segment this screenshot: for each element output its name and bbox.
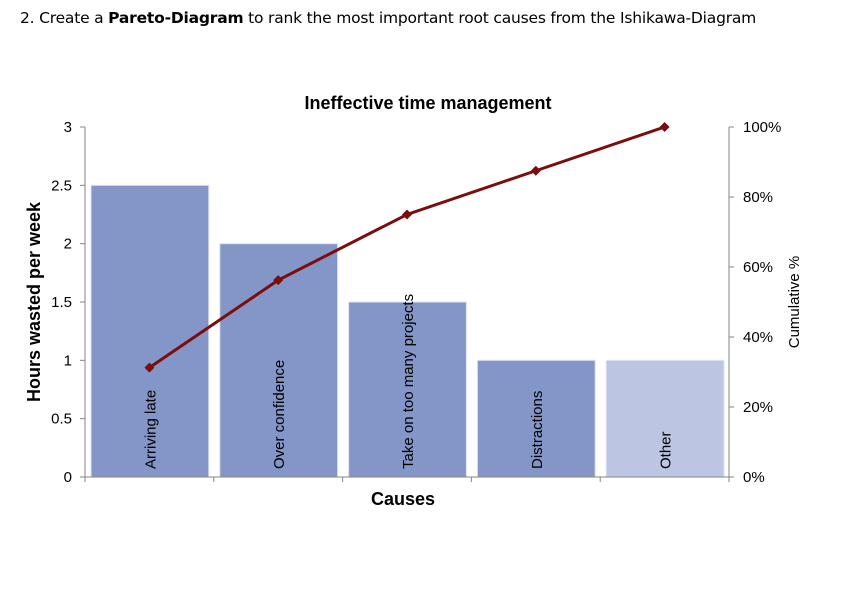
y-tick-label: 2.5 [51,177,72,194]
bar-3 [476,359,596,478]
diamond-marker [144,362,155,373]
heading-bold: Pareto-Diagram [108,9,244,27]
y-tick-label: 1 [64,352,72,369]
y-axis-title: Hours wasted per week [24,201,44,402]
y2-tick-label: 40% [743,329,773,346]
y2-tick-label: 100% [743,119,781,136]
category-label: Take on too many projects [400,294,417,469]
diamond-marker [273,275,284,286]
category-label: Over confidence [271,360,288,469]
diamond-marker [659,122,670,132]
diamond-marker [530,165,541,176]
category-label: Distractions [529,391,546,469]
cumulative-line-series [144,122,670,373]
y2-tick-label: 80% [743,189,773,206]
y2-tick-label: 60% [743,259,773,276]
y-tick-label: 0 [64,469,72,486]
heading-prefix: 2. Create a [20,9,109,27]
bar-1 [219,243,339,478]
axes: 0 0.5 1 1.5 2 2.5 3 0% 20% 40% 60% 80% 100% [51,119,781,486]
bar-2 [348,301,467,478]
bar-4 [605,359,725,478]
y-tick-label: 0.5 [51,411,72,428]
bar-series [90,184,725,478]
y-tick-label: 2 [64,236,72,253]
y-tick-label: 3 [64,119,72,136]
y-tick-label: 1.5 [51,294,72,311]
category-label: Other [658,431,675,469]
y2-axis-title: Cumulative % [786,256,803,349]
bar-0 [90,184,210,478]
y2-tick-label: 0% [743,469,765,486]
category-labels: Arriving late Over confidence Take on too … [142,294,674,469]
y2-tick-label: 20% [743,399,773,416]
diamond-marker [402,209,412,220]
instruction-heading: 2. Create a Pareto-Diagram to rank the m… [20,9,756,27]
heading-suffix: to rank the most important root causes f… [243,9,757,27]
category-label: Arriving late [142,390,159,469]
chart-title: Ineffective time management [304,93,551,113]
x-axis-title: Causes [371,489,435,509]
